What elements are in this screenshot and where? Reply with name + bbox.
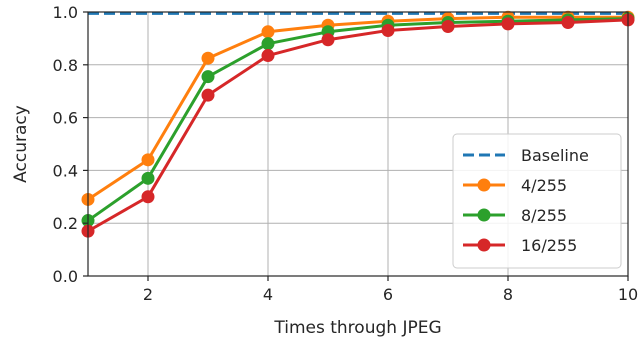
data-point (321, 33, 335, 47)
x-tick-label: 8 (503, 285, 513, 304)
legend-box (452, 133, 622, 269)
legend-swatch-marker (477, 208, 491, 222)
data-point (261, 49, 275, 63)
y-axis-label: Accuracy (11, 105, 31, 183)
data-point (201, 88, 215, 102)
data-point (381, 23, 395, 37)
series-line (87, 15, 628, 201)
data-point (141, 190, 155, 204)
series-layer (81, 10, 635, 238)
data-point (261, 25, 275, 39)
x-tick-label: 6 (383, 285, 393, 304)
x-tick-label: 4 (263, 285, 273, 304)
y-tick-label: 1.0 (53, 3, 78, 22)
legend-swatch-marker (477, 178, 491, 192)
y-tick-label: 0.2 (53, 214, 78, 233)
y-tick-label: 0.8 (53, 56, 78, 75)
x-axis-label: Times through JPEG (273, 318, 441, 338)
series-line (87, 18, 629, 233)
data-point (141, 153, 155, 167)
data-point (261, 37, 275, 51)
data-point (441, 20, 455, 34)
data-point (501, 17, 515, 31)
legend-label: 8/255 (521, 206, 567, 225)
legend-label: Baseline (521, 146, 589, 165)
axis-ticks: 2 4 6 8 10 0.0 0.2 0.4 0.6 0.8 1.0 (53, 3, 639, 304)
y-tick-label: 0.0 (53, 267, 78, 286)
y-tick-label: 0.6 (53, 109, 78, 128)
series-line (87, 17, 629, 222)
data-point (201, 70, 215, 84)
legend-label: 4/255 (521, 176, 567, 195)
legend-label: 16/255 (521, 236, 577, 255)
legend-swatch-marker (477, 238, 491, 252)
x-tick-label: 10 (618, 285, 638, 304)
x-tick-label: 2 (143, 285, 153, 304)
data-point (201, 51, 215, 65)
plot-frame (87, 11, 629, 277)
data-point (561, 16, 575, 30)
y-tick-label: 0.4 (53, 161, 78, 180)
data-point (141, 171, 155, 185)
legend: Baseline 4/255 8/255 16/255 (452, 133, 622, 269)
